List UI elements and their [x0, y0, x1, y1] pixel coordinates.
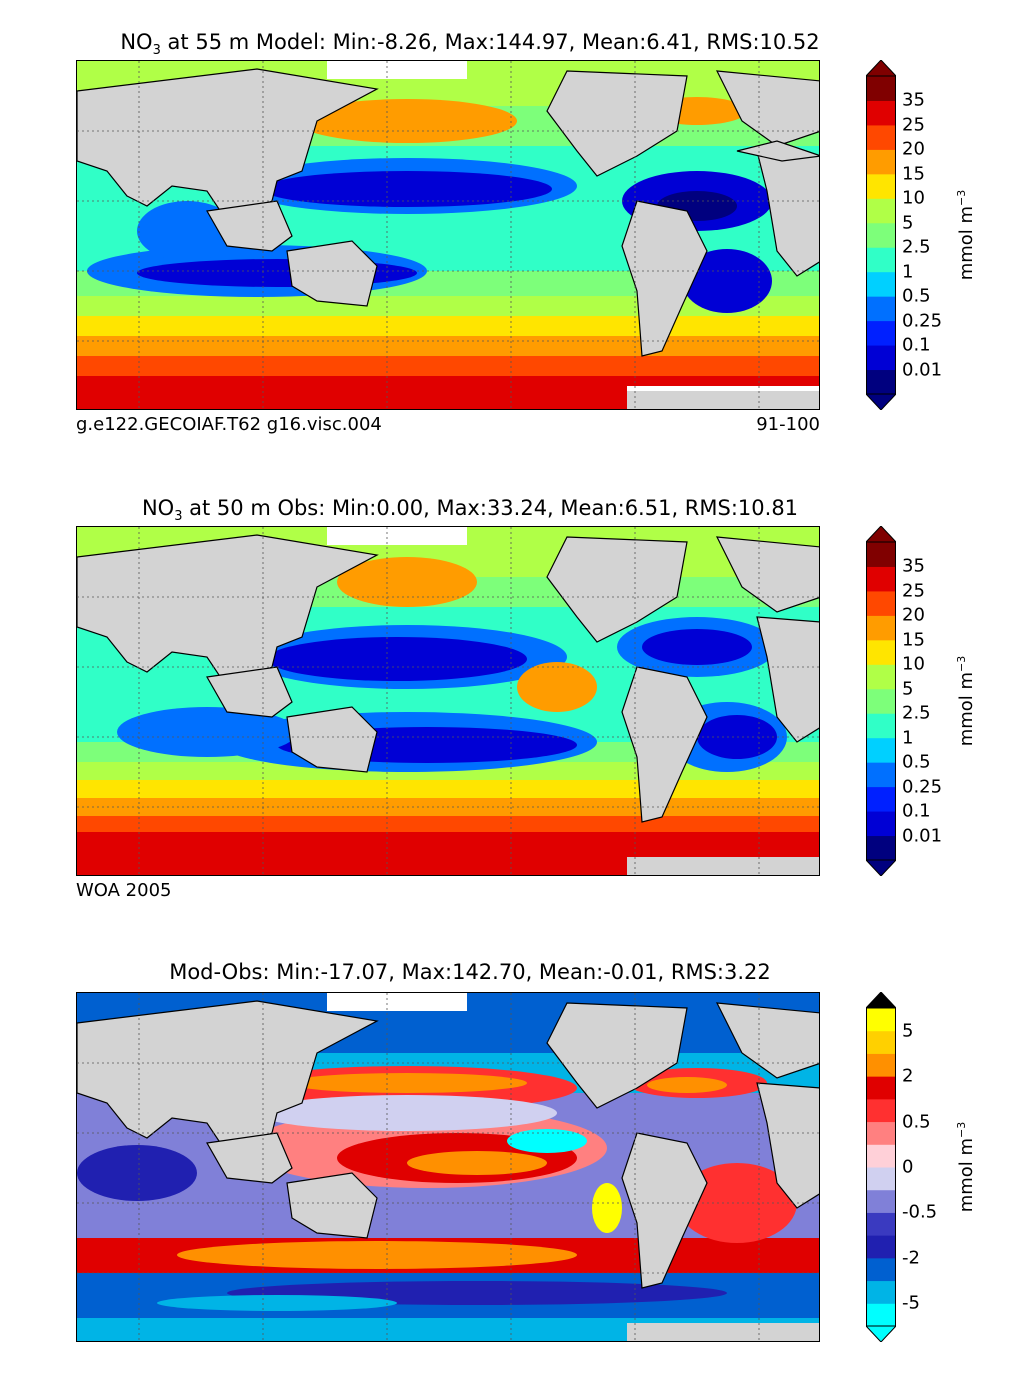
- colorbar-bin: [866, 296, 896, 322]
- colorbar-tick-label: 2.5: [902, 702, 931, 724]
- colorbar-bin: [866, 1030, 896, 1054]
- colorbar-tick-label: -0.5: [902, 1201, 938, 1223]
- panel-diff: Mod-Obs: Min:-17.07, Max:142.70, Mean:-0…: [0, 932, 1009, 1373]
- colorbar-bin: [866, 1235, 896, 1259]
- colorbar-bin: [866, 1303, 896, 1327]
- colorbar-bin: [866, 1280, 896, 1304]
- colorbar-tick-label: 10: [902, 187, 925, 209]
- colorbar-under-arrow: [866, 859, 896, 876]
- colorbar-over-arrow: [866, 526, 896, 543]
- colorbar-bin: [866, 1189, 896, 1213]
- unit-label: mmol m−3: [955, 1121, 977, 1213]
- colorbar-model: [866, 60, 896, 410]
- colorbar-bin: [866, 713, 896, 739]
- colorbar-tick-label: 0.01: [902, 825, 943, 847]
- panel-title: Mod-Obs: Min:-17.07, Max:142.70, Mean:-0…: [169, 960, 771, 984]
- colorbar-bin: [866, 271, 896, 297]
- panel-title: NO3 at 55 m Model: Min:-8.26, Max:144.97…: [120, 30, 820, 59]
- colorbar-tick-label: 15: [902, 629, 925, 651]
- colorbar-bin: [866, 1053, 896, 1077]
- colorbar-under-arrow: [866, 393, 896, 410]
- obs-no3-map: [76, 526, 820, 876]
- colorbar-tick-label: 0.1: [902, 334, 931, 356]
- colorbar-bin: [866, 124, 896, 150]
- model-no3-map: [76, 60, 820, 410]
- colorbar-bin: [866, 369, 896, 395]
- colorbar-bin: [866, 320, 896, 346]
- colorbar-tick-label: 25: [902, 580, 925, 602]
- colorbar-tick-label: 5: [902, 678, 914, 700]
- colorbar-under-arrow: [866, 1325, 896, 1342]
- colorbar-over-arrow: [866, 992, 896, 1009]
- colorbar-tick-label: 2: [902, 1065, 914, 1087]
- colorbar-tick-label: 0.1: [902, 800, 931, 822]
- colorbar-bin: [866, 76, 896, 101]
- colorbar-bin: [866, 762, 896, 788]
- colorbar-tick-label: 5: [902, 212, 914, 234]
- colorbar-tick-label: 35: [902, 89, 925, 111]
- source-label: WOA 2005: [76, 880, 172, 901]
- unit-label: mmol m−3: [955, 189, 977, 281]
- diff-no3-map: [76, 992, 820, 1342]
- colorbar-bin: [866, 100, 896, 126]
- colorbar-bin: [866, 1121, 896, 1145]
- colorbar-tick-label: 35: [902, 555, 925, 577]
- colorbar-tick-label: -5: [902, 1292, 920, 1314]
- colorbar-bin: [866, 811, 896, 837]
- colorbar-bin: [866, 1212, 896, 1236]
- panel-model: NO3 at 55 m Model: Min:-8.26, Max:144.97…: [0, 0, 1009, 460]
- colorbar-bin: [866, 1076, 896, 1100]
- colorbar-bin: [866, 688, 896, 714]
- colorbar-bin: [866, 664, 896, 690]
- run-name: g.e122.GECOIAF.T62 g16.visc.004: [76, 414, 382, 435]
- colorbar-tick-label: 2.5: [902, 236, 931, 258]
- colorbar-bin: [866, 566, 896, 592]
- unit-label: mmol m−3: [955, 655, 977, 747]
- colorbar-bin: [866, 835, 896, 861]
- colorbar-over-arrow: [866, 60, 896, 77]
- colorbar-bin: [866, 1167, 896, 1191]
- colorbar-bin: [866, 639, 896, 665]
- colorbar-bin: [866, 1098, 896, 1123]
- colorbar-bin: [866, 786, 896, 812]
- panel-title: NO3 at 50 m Obs: Min:0.00, Max:33.24, Me…: [141, 496, 799, 525]
- colorbar-tick-label: 20: [902, 138, 925, 160]
- colorbar-bin: [866, 1008, 896, 1032]
- colorbar-bin: [866, 198, 896, 224]
- colorbar-bin: [866, 222, 896, 248]
- colorbar-bin: [866, 1257, 896, 1282]
- colorbar-tick-label: -2: [902, 1247, 920, 1269]
- colorbar-bin: [866, 737, 896, 763]
- colorbar-bin: [866, 1144, 896, 1168]
- colorbar-tick-label: 1: [902, 261, 914, 283]
- colorbar-tick-label: 0.25: [902, 776, 943, 798]
- colorbar-tick-label: 0.25: [902, 310, 943, 332]
- colorbar-tick-label: 0.5: [902, 1111, 931, 1133]
- colorbar-bin: [866, 149, 896, 175]
- colorbar-tick-label: 0: [902, 1156, 914, 1178]
- colorbar-tick-label: 25: [902, 114, 925, 136]
- colorbar-tick-label: 0.5: [902, 285, 931, 307]
- colorbar-tick-label: 0.5: [902, 751, 931, 773]
- colorbar-bin: [866, 542, 896, 567]
- colorbar-bin: [866, 173, 896, 199]
- colorbar-tick-label: 10: [902, 653, 925, 675]
- years-label: 91-100: [756, 414, 820, 435]
- colorbar-tick-label: 0.01: [902, 359, 943, 381]
- colorbar-bin: [866, 590, 896, 616]
- colorbar-bin: [866, 247, 896, 273]
- colorbar-tick-label: 20: [902, 604, 925, 626]
- colorbar-tick-label: 5: [902, 1020, 914, 1042]
- panel-obs: NO3 at 50 m Obs: Min:0.00, Max:33.24, Me…: [0, 466, 1009, 926]
- colorbar-bin: [866, 345, 896, 371]
- colorbar-bin: [866, 615, 896, 641]
- colorbar-tick-label: 15: [902, 163, 925, 185]
- colorbar-obs: [866, 526, 896, 876]
- colorbar-diff: [866, 992, 896, 1342]
- colorbar-tick-label: 1: [902, 727, 914, 749]
